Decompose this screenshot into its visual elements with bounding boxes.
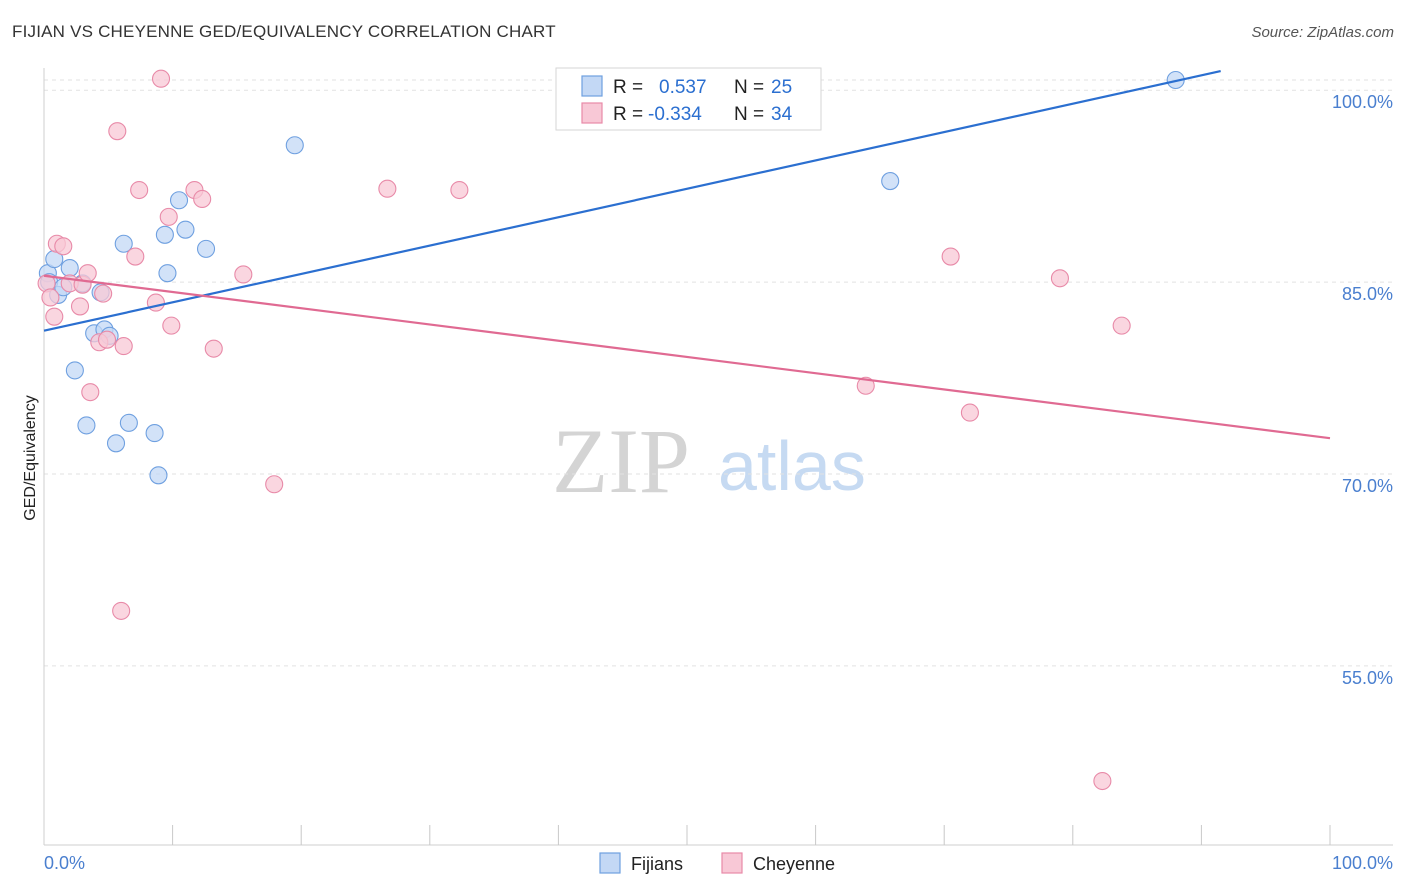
cheyenne-point — [159, 207, 178, 226]
cheyenne-point — [81, 383, 100, 402]
legend-r-label-cheyenne: R = — [613, 104, 643, 125]
cheyenne-point — [1050, 269, 1069, 288]
cheyenne-point — [45, 307, 64, 326]
gridlines — [44, 79, 1393, 667]
x-tick-label-start: 0.0% — [44, 853, 85, 873]
legend-n-value-cheyenne: 34 — [771, 104, 793, 125]
cheyenne-point — [378, 179, 397, 198]
cheyenne-point — [108, 122, 127, 141]
cheyenne-point — [193, 189, 212, 209]
fijians-point — [881, 172, 900, 191]
fijians-point — [155, 225, 174, 244]
cheyenne-point — [1112, 316, 1131, 335]
legend-r-value-fijians: 0.537 — [659, 77, 707, 98]
cheyenne-point — [450, 180, 469, 200]
fijians-point — [114, 234, 133, 253]
cheyenne-point — [151, 69, 171, 88]
cheyenne-point — [130, 180, 149, 200]
cheyenne-point — [162, 316, 181, 335]
y-tick-label-70: 70.0% — [1342, 476, 1393, 496]
fijians-point — [158, 264, 177, 283]
cheyenne-point — [146, 293, 165, 312]
cheyenne-point — [54, 237, 73, 256]
cheyenne-point — [126, 247, 145, 266]
fijians-point — [169, 191, 189, 210]
legend-n-label-cheyenne: N = — [734, 104, 764, 125]
y-tick-labels: 55.0% 70.0% 85.0% 100.0% — [1332, 92, 1393, 688]
fijians-point — [60, 259, 79, 278]
x-tick-marks — [172, 825, 1331, 845]
bottom-legend-swatch-cheyenne — [721, 852, 743, 874]
axes — [43, 68, 1393, 846]
legend-r-label-fijians: R = — [613, 77, 643, 98]
cheyenne-point — [265, 475, 284, 494]
fijians-point — [285, 136, 304, 155]
bottom-legend-swatch-fijians — [599, 852, 621, 874]
fijians-point — [176, 220, 195, 239]
cheyenne-point — [114, 337, 133, 356]
cheyenne-point — [112, 601, 131, 620]
cheyenne-trend-line — [43, 274, 1331, 440]
cheyenne-point — [78, 264, 97, 283]
cheyenne-point — [856, 376, 875, 395]
watermark-atlas: atlas — [718, 427, 866, 505]
cheyenne-point — [1093, 771, 1112, 791]
y-axis-label: GED/Equivalency — [22, 395, 39, 520]
fijians-point — [196, 239, 216, 258]
bottom-legend-label-fijians: Fijians — [631, 854, 683, 874]
cheyenne-point — [70, 297, 90, 316]
fijians-point — [145, 424, 164, 443]
cheyenne-point — [960, 403, 979, 422]
stats-legend: R = 0.537 N = 25 R = -0.334 N = 34 — [555, 67, 822, 131]
cheyenne-point — [234, 265, 253, 284]
cheyenne-point — [41, 288, 60, 307]
legend-n-value-fijians: 25 — [771, 77, 792, 98]
fijians-trend-line — [43, 69, 1221, 332]
trend-lines — [43, 69, 1331, 440]
legend-swatch-fijians — [581, 75, 603, 97]
x-tick-label-end: 100.0% — [1332, 853, 1393, 873]
fijians-point — [106, 434, 126, 453]
source-label: Source: ZipAtlas.com — [1251, 24, 1394, 41]
legend-r-value-cheyenne: -0.334 — [648, 104, 702, 125]
fijians-point — [77, 416, 96, 435]
cheyenne-point — [97, 330, 117, 349]
y-tick-label-85: 85.0% — [1342, 284, 1393, 304]
y-tick-label-55: 55.0% — [1342, 668, 1393, 688]
watermark-zip: ZIP — [552, 410, 690, 512]
legend-swatch-cheyenne — [581, 102, 603, 124]
y-tick-label-100: 100.0% — [1332, 92, 1393, 112]
bottom-legend-label-cheyenne: Cheyenne — [753, 854, 835, 874]
chart-title: FIJIAN VS CHEYENNE GED/EQUIVALENCY CORRE… — [12, 22, 556, 41]
cheyenne-point — [204, 339, 223, 358]
cheyenne-point — [94, 284, 113, 303]
legend-n-label-fijians: N = — [734, 77, 764, 98]
series-legend: Fijians Cheyenne — [599, 852, 835, 874]
data-points — [37, 69, 1185, 791]
fijians-point — [149, 466, 168, 485]
fijians-point — [65, 361, 84, 380]
cheyenne-point — [941, 247, 960, 266]
fijians-point — [119, 413, 138, 432]
